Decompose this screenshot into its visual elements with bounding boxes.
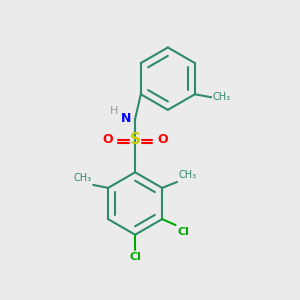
- Text: H: H: [110, 106, 118, 116]
- Text: O: O: [102, 133, 113, 146]
- Text: Cl: Cl: [177, 226, 189, 236]
- Text: CH₃: CH₃: [213, 92, 231, 102]
- Text: O: O: [158, 133, 168, 146]
- Text: CH₃: CH₃: [74, 173, 92, 183]
- Text: Cl: Cl: [129, 252, 141, 262]
- Text: CH₃: CH₃: [178, 170, 196, 181]
- Text: S: S: [130, 132, 141, 147]
- Text: N: N: [120, 112, 131, 125]
